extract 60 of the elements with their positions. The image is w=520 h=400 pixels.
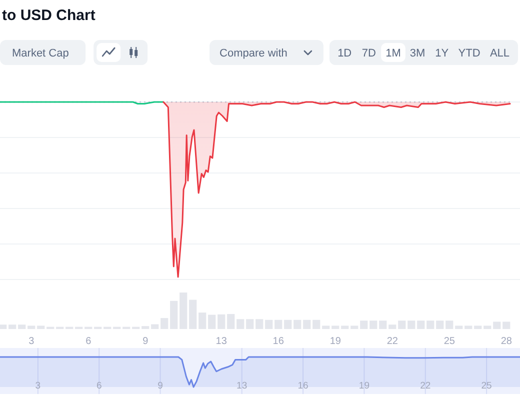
x-tick-label: 6 <box>86 336 92 347</box>
bar <box>246 319 254 329</box>
bar <box>170 300 178 329</box>
x-tick-label: 16 <box>298 380 308 392</box>
text: Compare with <box>220 48 288 60</box>
bar <box>417 320 425 329</box>
bar <box>408 320 416 329</box>
bar <box>189 300 197 329</box>
x-tick-label: 22 <box>420 380 431 392</box>
bar <box>265 320 273 329</box>
bar <box>18 324 26 329</box>
x-tick-label: 25 <box>444 336 456 347</box>
x-tick-label: 9 <box>158 380 163 392</box>
text: YTD <box>458 48 480 60</box>
bar <box>208 314 216 329</box>
bar <box>446 320 454 329</box>
text: Market Cap <box>12 48 69 60</box>
bar <box>398 320 406 329</box>
x-tick-label: 6 <box>96 380 102 392</box>
bar <box>360 320 368 329</box>
bar <box>493 322 501 329</box>
x-tick-label: 13 <box>236 380 248 392</box>
x-tick-label: 13 <box>216 336 228 347</box>
text: ALL <box>490 48 510 60</box>
text: 1M <box>386 48 401 60</box>
bar <box>180 292 188 329</box>
x-tick-label: 19 <box>330 336 342 347</box>
x-tick-label: 28 <box>500 336 512 347</box>
bar <box>388 324 396 329</box>
bar <box>274 320 282 329</box>
text: 1Y <box>435 48 450 60</box>
bar <box>294 320 302 329</box>
x-tick-label: 22 <box>386 336 398 347</box>
x-tick-label: 25 <box>481 380 492 392</box>
bar <box>218 314 226 329</box>
text: to USD Chart <box>2 7 96 24</box>
bar <box>502 322 510 329</box>
bar <box>312 320 320 329</box>
x-tick-label: 9 <box>142 336 149 347</box>
bar <box>436 320 444 329</box>
bar <box>236 319 244 329</box>
text: 1D <box>338 48 352 60</box>
text: 3M <box>410 48 426 60</box>
bar <box>198 312 206 329</box>
bar <box>370 320 378 329</box>
bar <box>303 320 311 329</box>
bar <box>227 314 235 329</box>
bar <box>284 320 292 329</box>
bar <box>8 324 16 329</box>
x-tick-label: 3 <box>28 336 35 347</box>
x-tick-label: 3 <box>35 380 41 392</box>
bar <box>379 320 387 329</box>
bar <box>151 324 159 329</box>
x-tick-label: 16 <box>272 336 284 347</box>
bar <box>160 318 168 329</box>
bar <box>426 320 434 329</box>
text: 7D <box>362 48 376 60</box>
bar <box>256 319 264 329</box>
bar <box>0 324 7 329</box>
x-tick-label: 19 <box>358 380 370 392</box>
